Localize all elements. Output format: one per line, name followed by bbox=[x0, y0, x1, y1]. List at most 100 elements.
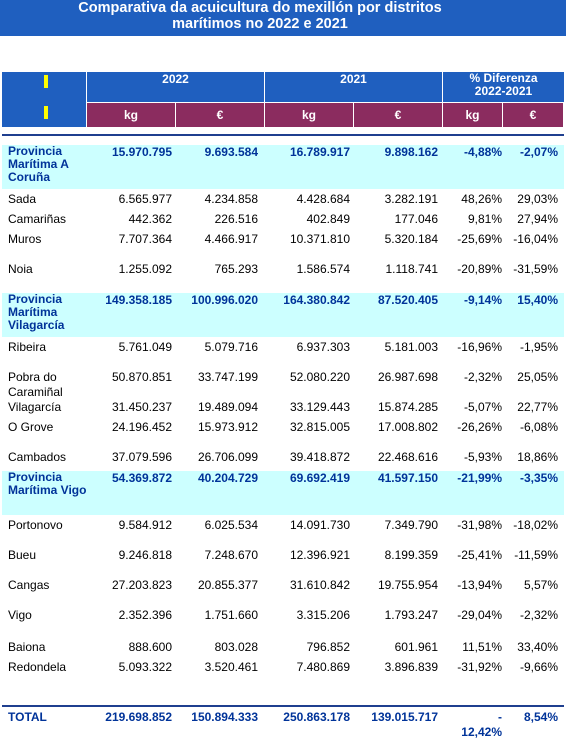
total-eur-2022: 150.894.333 bbox=[191, 710, 258, 724]
province-row: Provincia Marítima Vigo 54.369.872 40.204.… bbox=[2, 471, 564, 515]
eur-2022: 4.466.917 bbox=[204, 232, 258, 246]
pct-eur: -11,59% bbox=[514, 548, 558, 562]
kg-2021: 52.080.220 bbox=[289, 370, 350, 384]
kg-2021: 32.815.005 bbox=[289, 420, 350, 434]
kg-2022: 27.203.823 bbox=[111, 578, 172, 592]
total-pct-eur: 8,54% bbox=[523, 710, 558, 724]
eur-2022: 1.751.660 bbox=[204, 608, 258, 622]
table-row: Baiona 888.600 803.028 796.852 601.961 11,51%… bbox=[2, 640, 564, 660]
header-diff: % Diferenza 2022-2021 bbox=[443, 72, 565, 102]
pct-kg: -21,99% bbox=[457, 471, 502, 485]
table-row: Vilagarcía 31.450.237 19.489.094 33.129.443… bbox=[2, 400, 564, 420]
row-name: Portonovo bbox=[8, 518, 63, 532]
eur-2021: 7.349.790 bbox=[384, 518, 438, 532]
marker-icon bbox=[44, 106, 48, 119]
row-name: Muros bbox=[8, 232, 42, 246]
row-name: Provincia Marítima A Coruña bbox=[8, 144, 69, 184]
kg-2022: 888.600 bbox=[128, 640, 172, 654]
pct-kg: -25,41% bbox=[457, 548, 502, 562]
row-name: Pobra do Caramiñal bbox=[8, 370, 63, 399]
header-diff-line2: 2022-2021 bbox=[474, 84, 533, 98]
divider bbox=[2, 705, 564, 707]
eur-2021: 87.520.405 bbox=[377, 293, 438, 307]
eur-2022: 33.747.199 bbox=[197, 370, 258, 384]
eur-2022: 3.520.461 bbox=[204, 660, 258, 674]
title-bar: Comparativa da acuicultura do mexillón p… bbox=[0, 0, 566, 36]
pct-kg: -5,07% bbox=[463, 400, 502, 414]
row-name: O Grove bbox=[8, 420, 54, 434]
kg-2022: 9.246.818 bbox=[118, 548, 172, 562]
divider bbox=[2, 134, 564, 136]
kg-2021: 1.586.574 bbox=[296, 262, 350, 276]
page-title: Comparativa da acuicultura do mexillón p… bbox=[0, 0, 520, 32]
kg-2022: 24.196.452 bbox=[111, 420, 172, 434]
kg-2021: 796.852 bbox=[306, 640, 350, 654]
table-row: Cangas 27.203.823 20.855.377 31.610.842 19.7… bbox=[2, 578, 564, 608]
row-name: Redondela bbox=[8, 660, 67, 674]
kg-2022: 2.352.396 bbox=[118, 608, 172, 622]
kg-2021: 164.380.842 bbox=[283, 293, 350, 307]
eur-2022: 7.248.670 bbox=[204, 548, 258, 562]
table-row: Cambados 37.079.596 26.706.099 39.418.872 22… bbox=[2, 450, 564, 471]
eur-2022: 19.489.094 bbox=[197, 400, 258, 414]
total-kg-2021: 250.863.178 bbox=[283, 710, 350, 724]
kg-2021: 4.428.684 bbox=[296, 192, 350, 206]
pct-kg: -2,32% bbox=[463, 370, 502, 384]
kg-2021: 6.937.303 bbox=[296, 340, 350, 354]
header-kg-2021: kg bbox=[265, 102, 354, 127]
total-pct-kg-sign: - bbox=[498, 710, 502, 724]
pct-kg: -25,69% bbox=[457, 232, 502, 246]
row-name: Vigo bbox=[8, 608, 32, 622]
table-row: Noia 1.255.092 765.293 1.586.574 1.118.741 -2… bbox=[2, 262, 564, 292]
eur-2021: 177.046 bbox=[394, 212, 438, 226]
pct-kg: -5,93% bbox=[463, 450, 502, 464]
pct-eur: 18,86% bbox=[517, 450, 558, 464]
header-kg-diff: kg bbox=[443, 102, 503, 127]
kg-2022: 6.565.977 bbox=[118, 192, 172, 206]
total-label: TOTAL bbox=[8, 710, 47, 724]
pct-eur: 33,40% bbox=[517, 640, 558, 654]
eur-2022: 226.516 bbox=[214, 212, 258, 226]
pct-kg: -31,98% bbox=[457, 518, 502, 532]
pct-kg: -16,96% bbox=[457, 340, 502, 354]
row-name: Cambados bbox=[8, 450, 67, 464]
header-eur-2022: € bbox=[176, 102, 265, 127]
eur-2022: 15.973.912 bbox=[197, 420, 258, 434]
kg-2021: 402.849 bbox=[306, 212, 350, 226]
pct-eur: 25,05% bbox=[517, 370, 558, 384]
eur-2022: 803.028 bbox=[214, 640, 258, 654]
row-name: Ribeira bbox=[8, 340, 47, 354]
title-line-1: Comparativa da acuicultura do mexillón p… bbox=[78, 0, 442, 16]
eur-2021: 601.961 bbox=[394, 640, 438, 654]
header-2022: 2022 bbox=[87, 72, 265, 102]
kg-2022: 5.093.322 bbox=[118, 660, 172, 674]
kg-2021: 33.129.443 bbox=[289, 400, 350, 414]
row-name: Bueu bbox=[8, 548, 37, 562]
kg-2022: 442.362 bbox=[128, 212, 172, 226]
eur-2021: 41.597.150 bbox=[377, 471, 438, 485]
table-row: Vigo 2.352.396 1.751.660 3.315.206 1.793.247… bbox=[2, 608, 564, 638]
header-eur-diff: € bbox=[503, 102, 564, 127]
table-row: O Grove 24.196.452 15.973.912 32.815.005 17.… bbox=[2, 420, 564, 450]
title-line-2: marítimos no 2022 e 2021 bbox=[172, 16, 348, 32]
kg-2021: 16.789.917 bbox=[289, 145, 350, 159]
pct-kg: 48,26% bbox=[461, 192, 502, 206]
kg-2022: 5.761.049 bbox=[118, 340, 172, 354]
pct-eur: -2,07% bbox=[519, 145, 558, 159]
eur-2021: 9.898.162 bbox=[384, 145, 438, 159]
total-eur-2021: 139.015.717 bbox=[371, 710, 438, 724]
pct-eur: -16,04% bbox=[513, 232, 558, 246]
kg-2021: 7.480.869 bbox=[296, 660, 350, 674]
row-name: Cangas bbox=[8, 578, 50, 592]
total-row: TOTAL 219.698.852 150.894.333 250.863.17… bbox=[2, 710, 564, 740]
table-row: Ribeira 5.761.049 5.079.716 6.937.303 5.181.… bbox=[2, 340, 564, 370]
kg-2022: 15.970.795 bbox=[111, 145, 172, 159]
pct-kg: -9,14% bbox=[463, 293, 502, 307]
pct-eur: 15,40% bbox=[517, 293, 558, 307]
kg-2021: 14.091.730 bbox=[289, 518, 350, 532]
eur-2022: 6.025.534 bbox=[204, 518, 258, 532]
pct-kg: -26,26% bbox=[457, 420, 502, 434]
header-kg-2022: kg bbox=[87, 102, 176, 127]
marker-icon bbox=[44, 75, 48, 88]
header-2021: 2021 bbox=[265, 72, 443, 102]
